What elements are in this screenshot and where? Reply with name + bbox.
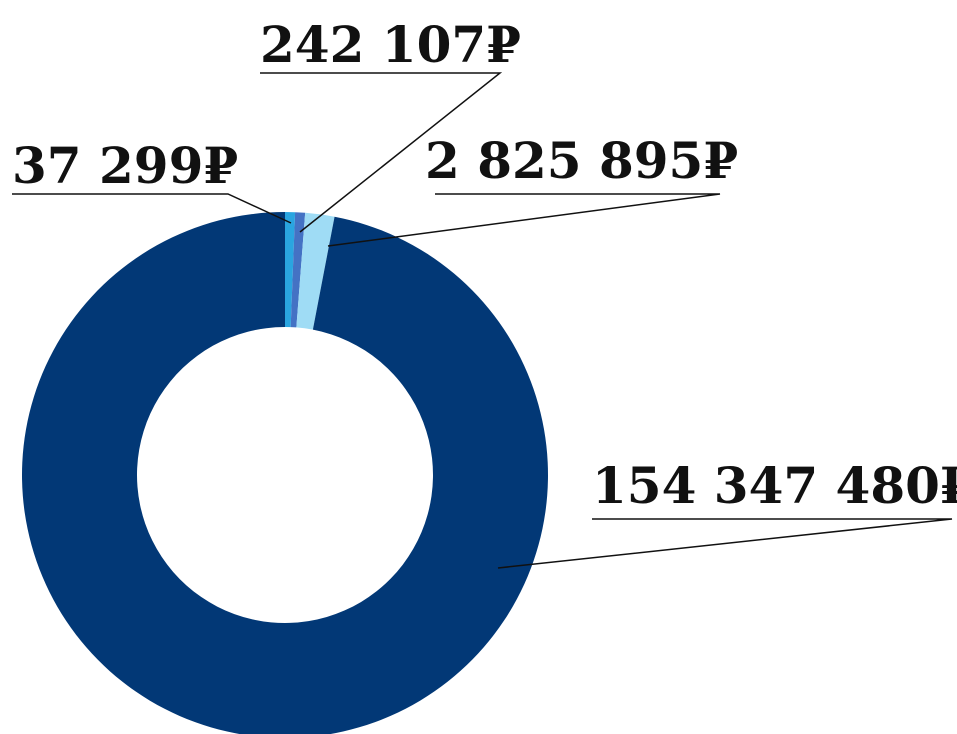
- donut-slice: [285, 212, 296, 328]
- slice-value-label: 154 347 480₽: [592, 456, 957, 515]
- leader-line: [260, 72, 503, 233]
- donut-slice: [22, 212, 549, 734]
- leader-line: [327, 193, 721, 247]
- donut-slices: [22, 212, 549, 734]
- slice-value-label: 242 107₽: [260, 15, 521, 74]
- slice-value-label: 2 825 895₽: [425, 131, 738, 190]
- data-labels: 37 299₽ 242 107₽ 2 825 895₽ 154 347 480₽: [12, 15, 957, 515]
- donut-slice: [290, 212, 306, 328]
- leader-lines: [12, 72, 953, 569]
- slice-value-label: 37 299₽: [12, 136, 238, 195]
- donut-slice: [296, 212, 335, 330]
- leader-line: [12, 193, 292, 224]
- leader-line: [497, 518, 953, 569]
